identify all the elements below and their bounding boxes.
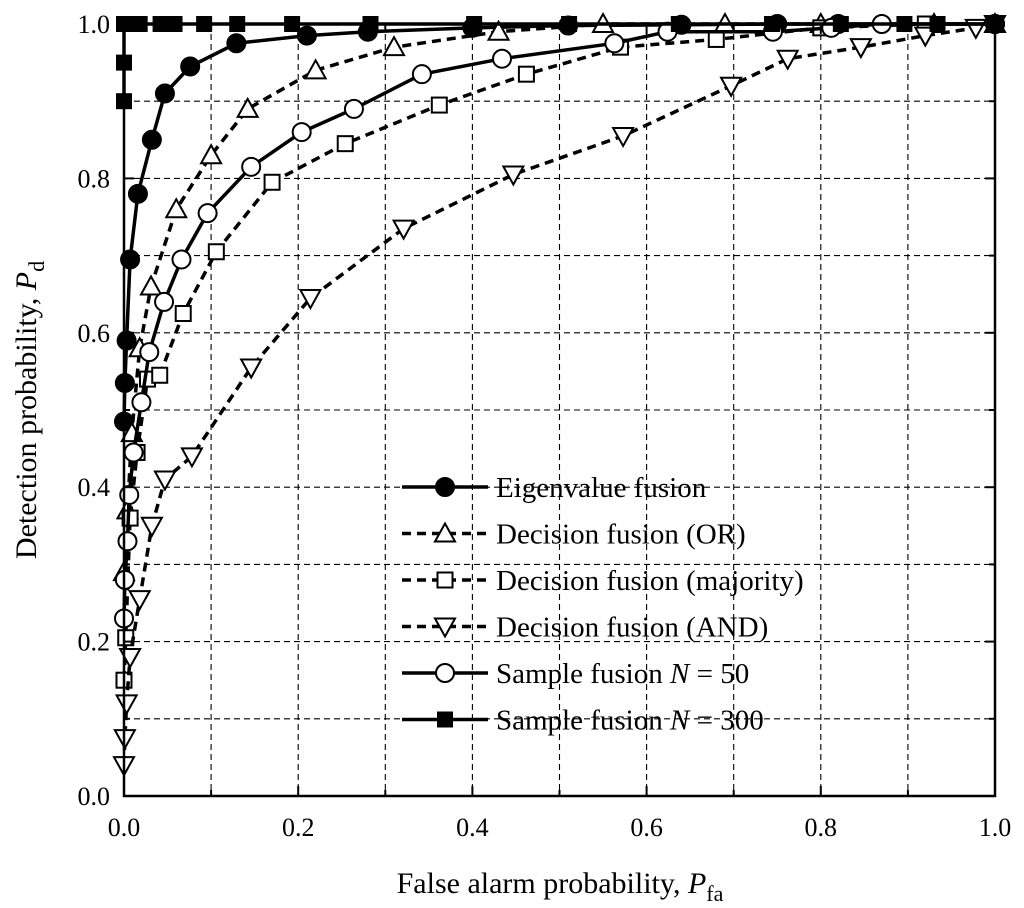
legend-entry: Decision fusion (OR)	[402, 519, 746, 551]
data-point	[174, 305, 192, 322]
data-point	[116, 330, 137, 351]
x-axis-title-sub: fa	[706, 881, 723, 906]
data-point	[336, 135, 354, 153]
legend-entry: Decision fusion (AND)	[402, 612, 768, 644]
data-point	[719, 76, 743, 98]
data-point	[382, 35, 406, 57]
data-point	[492, 48, 513, 69]
y-tick-label: 0.0	[78, 782, 111, 811]
data-point	[131, 392, 152, 413]
x-tick-label: 0.2	[282, 813, 315, 842]
legend-marker	[436, 571, 454, 589]
legend-entry: Sample fusion N = 50	[402, 658, 749, 690]
legend-marker	[435, 663, 455, 683]
data-point	[226, 33, 247, 54]
data-point	[140, 516, 164, 538]
data-point	[501, 165, 526, 187]
data-point	[611, 126, 635, 148]
legend-label: Decision fusion (OR)	[496, 519, 746, 551]
data-point	[913, 26, 938, 48]
data-point	[197, 203, 218, 224]
data-point	[235, 96, 260, 118]
data-point	[180, 56, 201, 77]
legend-label: Sample fusion N = 300	[496, 705, 764, 737]
axis-ticks: 0.0 0.2 0.4 0.6 0.8 1.0 0.0 0.2 0.4 0.6 0.8 1.0	[78, 10, 1012, 842]
data-point	[114, 694, 139, 716]
y-axis-title-symbol: P	[10, 272, 43, 291]
data-point	[776, 49, 800, 71]
legend: Eigenvalue fusion Decision fusion (OR) Dec…	[402, 472, 804, 737]
data-point	[141, 129, 162, 150]
data-point	[517, 65, 535, 83]
legend-marker	[435, 477, 455, 497]
data-point	[199, 143, 223, 165]
y-tick-label: 0.8	[78, 164, 111, 193]
legend-marker	[437, 711, 453, 728]
legend-label: Eigenvalue fusion	[496, 472, 707, 504]
data-point	[180, 447, 204, 469]
data-point	[164, 197, 188, 219]
data-point	[604, 33, 625, 54]
x-axis-title: False alarm probability, Pfa	[397, 867, 724, 906]
y-axis-title-sub: d	[24, 261, 49, 272]
data-point	[241, 156, 262, 177]
legend-marker	[433, 521, 457, 543]
data-point	[303, 58, 328, 80]
legend-entry: Decision fusion (majority)	[402, 565, 804, 597]
data-point	[123, 442, 144, 463]
data-point	[263, 173, 281, 191]
x-axis-title-prefix: False alarm probability,	[397, 867, 688, 900]
series-line	[122, 22, 995, 573]
data-point	[127, 183, 148, 204]
legend-label: Decision fusion (AND)	[496, 612, 768, 644]
y-tick-label: 0.6	[78, 319, 111, 348]
data-point	[343, 98, 364, 119]
y-axis-title-prefix: Detection probability,	[10, 290, 43, 559]
data-point	[139, 342, 160, 363]
data-point	[486, 19, 511, 41]
legend-label: Sample fusion N = 50	[496, 658, 749, 690]
x-tick-label: 0.0	[108, 813, 141, 842]
data-point	[707, 30, 725, 48]
x-tick-label: 0.4	[456, 813, 489, 842]
x-tick-label: 1.0	[979, 813, 1012, 842]
data-point	[430, 96, 448, 114]
legend-entry: Eigenvalue fusion	[402, 472, 707, 504]
x-tick-label: 0.6	[630, 813, 663, 842]
legend-label: Decision fusion (majority)	[496, 565, 804, 597]
data-point	[154, 83, 175, 104]
data-point	[154, 291, 175, 312]
x-tick-label: 0.8	[805, 813, 838, 842]
data-point	[411, 64, 432, 85]
y-tick-label: 0.2	[78, 628, 111, 657]
data-point	[117, 531, 138, 552]
y-tick-label: 1.0	[78, 10, 111, 39]
data-point	[153, 470, 177, 492]
data-point	[171, 249, 192, 270]
legend-entry: Sample fusion N = 300	[402, 705, 764, 737]
data-point	[127, 590, 152, 612]
x-axis-title-symbol: P	[687, 867, 706, 900]
data-point	[151, 366, 169, 384]
data-point	[139, 274, 163, 296]
data-point	[298, 289, 323, 311]
data-point	[239, 358, 263, 380]
data-point	[291, 122, 312, 143]
y-tick-label: 0.4	[78, 473, 111, 502]
y-axis-title: Detection probability, Pd	[10, 261, 49, 559]
data-point	[296, 25, 317, 46]
data-point	[391, 219, 416, 241]
data-point	[207, 243, 225, 261]
legend-marker	[433, 617, 457, 639]
data-point	[849, 38, 873, 60]
